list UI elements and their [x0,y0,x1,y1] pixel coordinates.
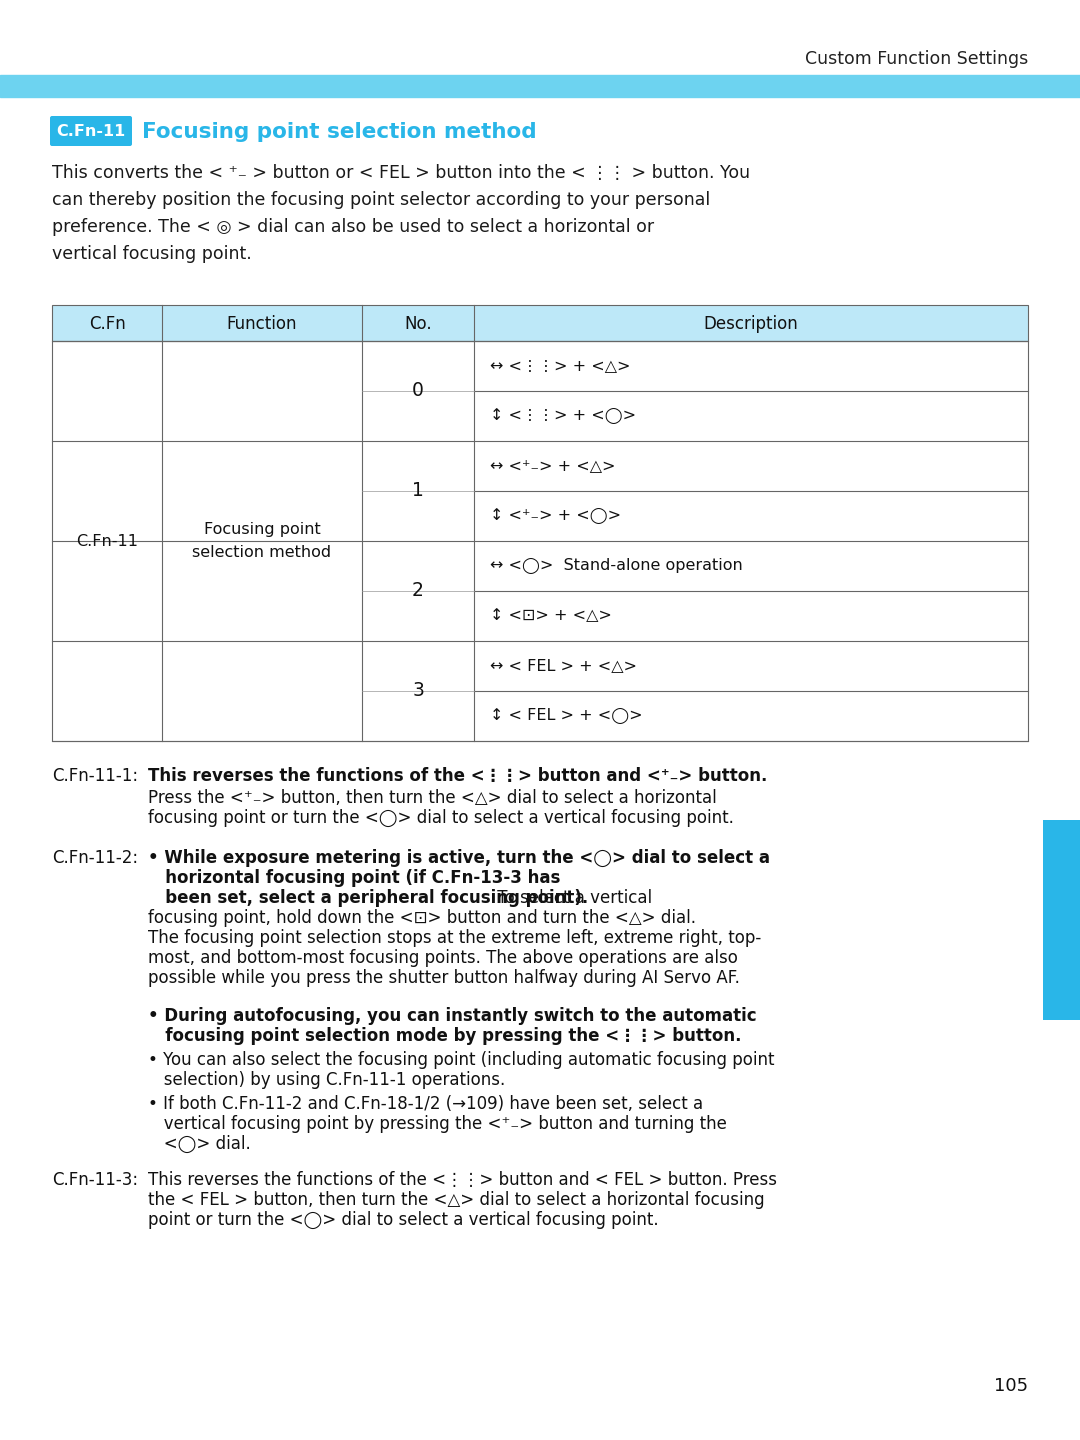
Text: possible while you press the shutter button halfway during AI Servo AF.: possible while you press the shutter but… [148,969,740,986]
Text: focusing point, hold down the <⊡> button and turn the <△> dial.: focusing point, hold down the <⊡> button… [148,909,696,927]
Text: <◯> dial.: <◯> dial. [148,1135,251,1153]
Text: ↔ <⋮⋮> + <△>: ↔ <⋮⋮> + <△> [490,359,631,373]
Text: Description: Description [704,315,798,333]
Text: ↕ < FEL > + <◯>: ↕ < FEL > + <◯> [490,708,643,724]
Text: been set, select a peripheral focusing point).: been set, select a peripheral focusing p… [148,888,589,907]
Text: • While exposure metering is active, turn the <◯> dial to select a: • While exposure metering is active, tur… [148,850,770,867]
Text: C.Fn-11: C.Fn-11 [56,124,125,140]
Text: C.Fn-11-2:: C.Fn-11-2: [52,850,138,867]
Text: 0: 0 [413,382,424,400]
Text: vertical focusing point.: vertical focusing point. [52,245,252,264]
Text: ↕ <⁺₋> + <◯>: ↕ <⁺₋> + <◯> [490,508,621,524]
Text: ↔ <⁺₋> + <△>: ↔ <⁺₋> + <△> [490,458,616,474]
Text: most, and bottom-most focusing points. The above operations are also: most, and bottom-most focusing points. T… [148,949,738,968]
Text: Focusing point
selection method: Focusing point selection method [192,523,332,560]
Text: Function: Function [227,315,297,333]
Text: Custom Function Settings: Custom Function Settings [805,50,1028,68]
Text: This converts the < ⁺₋ > button or < FEL > button into the < ⋮⋮ > button. You: This converts the < ⁺₋ > button or < FEL… [52,164,751,181]
Text: Focusing point selection method: Focusing point selection method [141,122,537,143]
Text: • You can also select the focusing point (including automatic focusing point: • You can also select the focusing point… [148,1051,774,1068]
Text: ↔ < FEL > + <△>: ↔ < FEL > + <△> [490,658,637,674]
Text: No.: No. [404,315,432,333]
Text: C.Fn-11-1:: C.Fn-11-1: [52,768,138,785]
Text: the < FEL > button, then turn the <△> dial to select a horizontal focusing: the < FEL > button, then turn the <△> di… [148,1191,765,1210]
Bar [1043,819,1080,1020]
Text: To select a vertical: To select a vertical [492,888,652,907]
Text: 1: 1 [413,481,424,501]
Text: ↕ <⋮⋮> + <◯>: ↕ <⋮⋮> + <◯> [490,408,636,423]
Bar [0,75,1080,96]
Text: Press the <⁺₋> button, then turn the <△> dial to select a horizontal: Press the <⁺₋> button, then turn the <△>… [148,789,717,806]
Bar [52,305,1028,341]
Text: This reverses the functions of the <⋮⋮> button and <⁺₋> button.: This reverses the functions of the <⋮⋮> … [148,768,768,785]
FancyBboxPatch shape [50,117,132,145]
Text: focusing point or turn the <◯> dial to select a vertical focusing point.: focusing point or turn the <◯> dial to s… [148,809,734,827]
Text: can thereby position the focusing point selector according to your personal: can thereby position the focusing point … [52,192,711,209]
Text: • During autofocusing, you can instantly switch to the automatic: • During autofocusing, you can instantly… [148,1007,757,1025]
Text: focusing point selection mode by pressing the <⋮⋮> button.: focusing point selection mode by pressin… [148,1027,742,1045]
Text: vertical focusing point by pressing the <⁺₋> button and turning the: vertical focusing point by pressing the … [148,1115,727,1133]
Text: 3: 3 [413,681,424,700]
Text: C.Fn-11: C.Fn-11 [76,533,138,549]
Text: point or turn the <◯> dial to select a vertical focusing point.: point or turn the <◯> dial to select a v… [148,1211,659,1230]
Text: ↔ <◯>  Stand-alone operation: ↔ <◯> Stand-alone operation [490,557,743,575]
Text: • If both C.Fn-11-2 and C.Fn-18-1/2 (→109) have been set, select a: • If both C.Fn-11-2 and C.Fn-18-1/2 (→10… [148,1094,703,1113]
Text: ↕ <⊡> + <△>: ↕ <⊡> + <△> [490,609,612,624]
Text: preference. The < ◎ > dial can also be used to select a horizontal or: preference. The < ◎ > dial can also be u… [52,217,654,236]
Text: selection) by using C.Fn-11-1 operations.: selection) by using C.Fn-11-1 operations… [148,1071,505,1089]
Bar [52,341,1028,742]
Text: C.Fn: C.Fn [89,315,125,333]
Text: 105: 105 [994,1377,1028,1395]
Text: The focusing point selection stops at the extreme left, extreme right, top-: The focusing point selection stops at th… [148,929,761,948]
Text: 2: 2 [413,582,424,600]
Text: C.Fn-11-3:: C.Fn-11-3: [52,1171,138,1189]
Text: horizontal focusing point (if C.Fn-13-3 has: horizontal focusing point (if C.Fn-13-3 … [148,868,561,887]
Text: This reverses the functions of the <⋮⋮> button and < FEL > button. Press: This reverses the functions of the <⋮⋮> … [148,1171,777,1189]
